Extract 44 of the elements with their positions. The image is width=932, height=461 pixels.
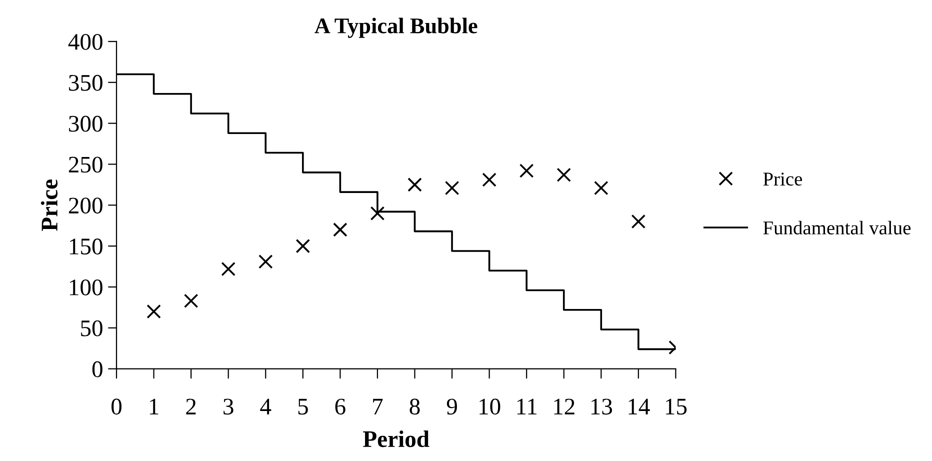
y-axis-title: Price	[40, 180, 58, 231]
x-tick-label: 2	[186, 398, 196, 414]
x-tick-label: 12	[554, 398, 574, 414]
point	[184, 294, 198, 308]
y-tick-label: 250	[68, 156, 102, 173]
x-tick-label: 4	[260, 398, 272, 414]
point	[556, 168, 572, 182]
y-tick-label: 0	[92, 361, 102, 378]
point	[482, 172, 496, 187]
y-tick-label: 150	[70, 238, 102, 254]
x-tick-label: 13	[591, 398, 612, 415]
x-tick-label: 11	[517, 398, 537, 414]
x-tick-label: 0	[111, 398, 122, 415]
legend-label: Price	[763, 172, 802, 186]
point	[296, 238, 310, 254]
x-axis-title: Period	[363, 430, 430, 448]
point	[333, 222, 348, 237]
y-tick-label: 100	[70, 279, 102, 296]
x-tick-label: 1	[150, 398, 158, 414]
point	[631, 214, 646, 229]
y-tick-label: 350	[69, 74, 102, 91]
point	[370, 206, 385, 220]
x-tick-label: 8	[410, 398, 420, 415]
x-tick-label: 7	[373, 398, 383, 414]
y-tick-label: 400	[68, 34, 102, 50]
x-tick-label: 3	[224, 398, 234, 415]
x-tick-label: 6	[335, 398, 346, 415]
y-tick-label: 50	[81, 320, 102, 336]
point	[594, 180, 608, 196]
x-tick-label: 9	[446, 398, 457, 415]
x-tick-label: 5	[298, 398, 308, 415]
point	[221, 262, 236, 276]
y-tick-label: 300	[69, 116, 102, 132]
point	[408, 178, 422, 192]
chart-title: A Typical Bubble	[314, 18, 478, 38]
legend-label: Fundamental value	[763, 220, 911, 235]
x-tick-label: 14	[628, 398, 650, 414]
y-tick-label: 200	[68, 198, 102, 214]
point	[519, 164, 534, 178]
point	[258, 254, 273, 269]
x-tick-label: 10	[480, 398, 500, 415]
point	[444, 180, 460, 196]
x-tick-label: 15	[666, 398, 687, 415]
point	[146, 304, 161, 319]
